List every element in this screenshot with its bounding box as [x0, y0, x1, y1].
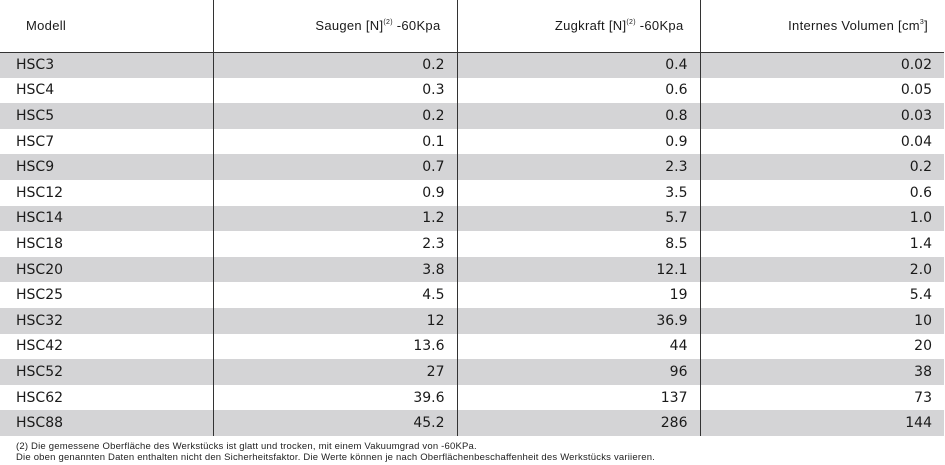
pull-force-cell: 44: [456, 333, 700, 360]
suction-cell: 0.2: [212, 103, 457, 129]
model-cell: HSC7: [16, 133, 55, 150]
model-cell: HSC4: [16, 82, 55, 99]
volume-cell: 5.4: [699, 282, 944, 308]
model-cell: HSC3: [0, 52, 213, 78]
suction-cell: 2.3: [212, 231, 457, 257]
volume-cell: 1.4: [699, 231, 944, 257]
suction-cell: 1.2: [212, 205, 457, 232]
model-cell: HSC62: [16, 389, 64, 406]
suction-cell: 0.2: [212, 52, 457, 78]
table-row: HSC9 0.7 2.3 0.2: [0, 154, 944, 180]
volume-cell: 38: [699, 359, 944, 385]
suction-cell: 45.2: [212, 410, 457, 436]
header-pull-force: Zugkraft [N](2) -60Kpa: [456, 0, 700, 53]
footnote-ref: (2): [626, 19, 636, 27]
unit-exponent: 3: [919, 19, 925, 27]
table-row: HSC62 39.6 137 73: [0, 384, 944, 411]
volume-cell: 0.2: [699, 154, 944, 180]
suction-cell: 3.8: [212, 256, 457, 283]
footnotes: (2) Die gemessene Oberfläche des Werkstü…: [16, 441, 941, 463]
header-internal-volume: Internes Volumen [cm3]: [699, 0, 944, 53]
model-cell: HSC12: [16, 184, 64, 201]
pull-force-cell: 0.8: [456, 103, 700, 129]
suction-cell: 39.6: [212, 384, 457, 411]
suction-cell: 0.9: [212, 179, 457, 206]
suction-cell: 0.7: [212, 154, 457, 180]
footnote-line: (2) Die gemessene Oberfläche des Werkstü…: [16, 441, 477, 452]
table-row: HSC88 45.2 286 144: [0, 410, 944, 436]
pull-force-cell: 36.9: [456, 307, 700, 334]
pull-force-cell: 0.9: [456, 128, 700, 155]
footnote-line: Die oben genannten Daten enthalten nicht…: [16, 452, 656, 463]
table-row: HSC14 1.2 5.7 1.0: [0, 205, 944, 232]
suction-cell: 12: [212, 307, 457, 334]
table-row: HSC25 4.5 19 5.4: [0, 282, 944, 308]
pull-force-cell: 2.3: [456, 154, 700, 180]
volume-cell: 10: [699, 307, 944, 334]
pull-force-cell: 137: [456, 384, 700, 411]
pull-force-cell: 5.7: [456, 205, 700, 232]
table-body: HSC3 0.2 0.4 0.02 HSC4 0.3 0.6 0.05 HSC5 0.2 0.8 0.…: [0, 52, 944, 436]
model-cell: HSC88: [0, 410, 213, 436]
model-cell: HSC32: [0, 307, 213, 334]
table-row: HSC52 27 96 38: [0, 359, 944, 385]
table-row: HSC42 13.6 44 20: [0, 333, 944, 360]
volume-cell: 1.0: [699, 205, 944, 232]
model-cell: HSC20: [0, 256, 213, 283]
model-cell: HSC14: [0, 205, 213, 232]
volume-cell: 0.6: [699, 179, 944, 206]
model-cell: HSC25: [16, 287, 64, 304]
table-row: HSC18 2.3 8.5 1.4: [0, 231, 944, 257]
pull-force-cell: 12.1: [456, 256, 700, 283]
volume-cell: 0.03: [699, 103, 944, 129]
pull-force-cell: 96: [456, 359, 700, 385]
volume-cell: 20: [699, 333, 944, 360]
volume-cell: 144: [699, 410, 944, 436]
pull-force-cell: 8.5: [456, 231, 700, 257]
table-row: HSC7 0.1 0.9 0.04: [0, 128, 944, 155]
model-cell: HSC9: [0, 154, 213, 180]
header-suction: Saugen [N](2) -60Kpa: [212, 0, 457, 53]
suction-cell: 0.3: [212, 77, 457, 104]
model-cell: HSC52: [0, 359, 213, 385]
table-row: HSC3 0.2 0.4 0.02: [0, 52, 944, 78]
footnote-ref: (2): [383, 19, 393, 27]
header-row: Modell Saugen [N](2) -60Kpa Zugkraft [N]…: [0, 0, 944, 53]
table-row: HSC32 12 36.9 10: [0, 307, 944, 334]
volume-cell: 0.02: [699, 52, 944, 78]
pull-force-cell: 3.5: [456, 179, 700, 206]
pull-force-cell: 0.4: [456, 52, 700, 78]
model-cell: HSC5: [0, 103, 213, 129]
suction-cell: 13.6: [212, 333, 457, 360]
volume-cell: 0.05: [699, 77, 944, 104]
pull-force-cell: 0.6: [456, 77, 700, 104]
model-cell: HSC42: [16, 338, 64, 355]
header-model: Modell: [0, 0, 213, 53]
table-row: HSC20 3.8 12.1 2.0: [0, 256, 944, 283]
volume-cell: 73: [699, 384, 944, 411]
table-row: HSC4 0.3 0.6 0.05: [0, 77, 944, 104]
pull-force-cell: 286: [456, 410, 700, 436]
table-row: HSC12 0.9 3.5 0.6: [0, 179, 944, 206]
suction-cell: 27: [212, 359, 457, 385]
volume-cell: 0.04: [699, 128, 944, 155]
spec-table: Modell Saugen [N](2) -60Kpa Zugkraft [N]…: [0, 0, 944, 436]
volume-cell: 2.0: [699, 256, 944, 283]
table-row: HSC5 0.2 0.8 0.03: [0, 103, 944, 129]
pull-force-cell: 19: [456, 282, 700, 308]
suction-cell: 0.1: [212, 128, 457, 155]
suction-cell: 4.5: [212, 282, 457, 308]
model-cell: HSC18: [16, 235, 64, 252]
